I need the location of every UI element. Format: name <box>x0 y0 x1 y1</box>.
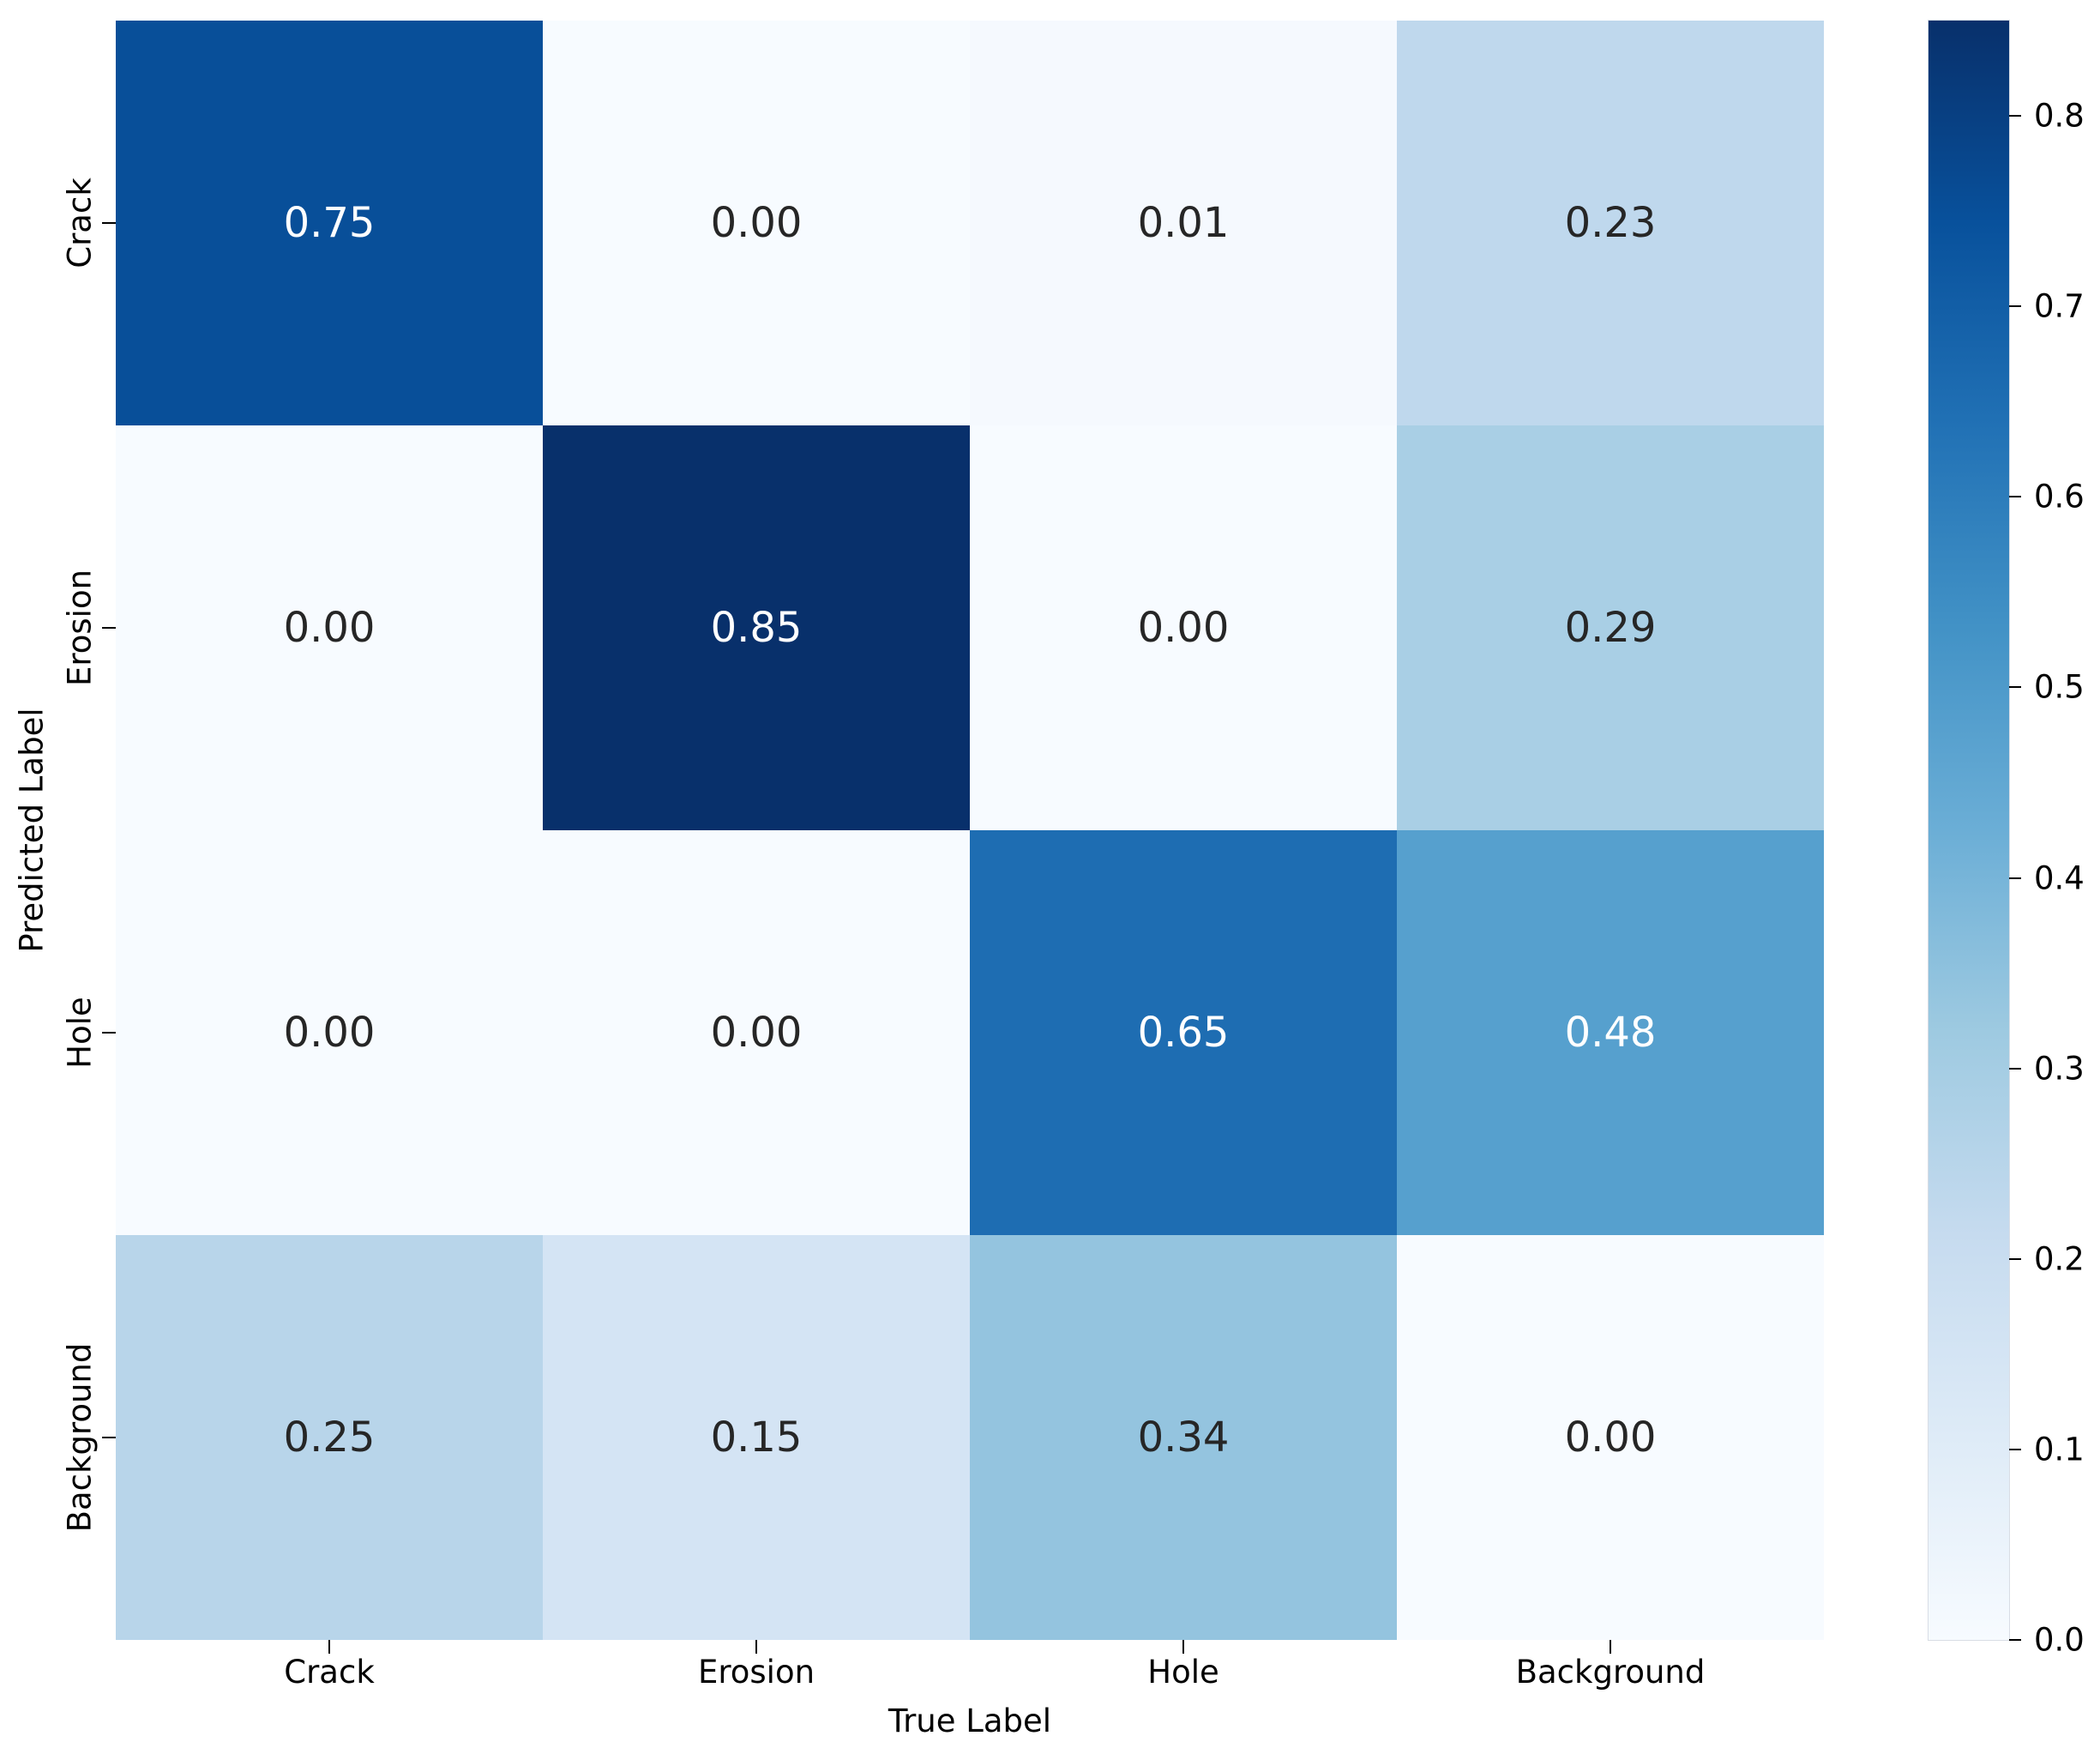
x-tick-mark <box>1610 1640 1611 1654</box>
heatmap-cell-hole-hole: 0.65 <box>970 830 1397 1235</box>
cell-value: 0.65 <box>1137 1009 1230 1057</box>
y-tick-mark <box>102 627 116 629</box>
y-tick-label-hole: Hole <box>61 997 99 1069</box>
heatmap-cell-hole-background: 0.48 <box>1397 830 1824 1235</box>
y-tick-label-background: Background <box>61 1342 99 1533</box>
heatmap-cell-background-crack: 0.25 <box>116 1235 543 1640</box>
cell-value: 0.00 <box>1137 604 1230 652</box>
colorbar-tick-label-0.2: 0.2 <box>2034 1240 2085 1278</box>
cell-value: 0.00 <box>1564 1413 1657 1462</box>
colorbar-tick-mark <box>2009 305 2021 308</box>
colorbar-tick-label-0.0: 0.0 <box>2034 1621 2085 1659</box>
y-tick-label-crack: Crack <box>61 178 99 268</box>
cell-value: 0.75 <box>283 199 376 247</box>
x-tick-mark <box>1182 1640 1184 1654</box>
colorbar-tick-mark <box>2009 1067 2021 1070</box>
colorbar-tick-mark <box>2009 1257 2021 1260</box>
heatmap-cell-erosion-hole: 0.00 <box>970 425 1397 830</box>
cell-value: 0.15 <box>710 1413 803 1462</box>
colorbar-tick-mark <box>2009 877 2021 879</box>
x-tick-label-crack: Crack <box>284 1654 375 1691</box>
y-axis-label: Predicted Label <box>13 708 51 953</box>
heatmap-cell-erosion-background: 0.29 <box>1397 425 1824 830</box>
heatmap-cell-erosion-erosion: 0.85 <box>543 425 970 830</box>
x-axis-label: True Label <box>888 1703 1052 1739</box>
cell-value: 0.00 <box>710 199 803 247</box>
cell-value: 0.29 <box>1564 604 1657 652</box>
colorbar <box>1928 20 2010 1641</box>
heatmap-cell-crack-crack: 0.75 <box>116 21 543 425</box>
heatmap-cell-background-erosion: 0.15 <box>543 1235 970 1640</box>
x-tick-label-hole: Hole <box>1147 1654 1219 1691</box>
colorbar-tick-mark <box>2009 686 2021 689</box>
colorbar-tick-label-0.6: 0.6 <box>2034 478 2085 515</box>
colorbar-tick-label-0.5: 0.5 <box>2034 668 2085 706</box>
colorbar-tick-mark <box>2009 496 2021 498</box>
cell-value: 0.00 <box>283 1009 376 1057</box>
x-tick-mark <box>755 1640 757 1654</box>
cell-value: 0.48 <box>1564 1009 1657 1057</box>
colorbar-tick-label-0.8: 0.8 <box>2034 97 2085 135</box>
heatmap-cell-crack-hole: 0.01 <box>970 21 1397 425</box>
y-tick-mark <box>102 1032 116 1034</box>
heatmap-cell-crack-background: 0.23 <box>1397 21 1824 425</box>
colorbar-tick-label-0.4: 0.4 <box>2034 859 2085 897</box>
heatmap-cell-erosion-crack: 0.00 <box>116 425 543 830</box>
cell-value: 0.25 <box>283 1413 376 1462</box>
colorbar-tick-label-0.1: 0.1 <box>2034 1431 2085 1468</box>
cell-value: 0.85 <box>710 604 803 652</box>
colorbar-tick-mark <box>2009 115 2021 118</box>
cell-value: 0.23 <box>1564 199 1657 247</box>
colorbar-tick-label-0.3: 0.3 <box>2034 1050 2085 1088</box>
x-tick-label-erosion: Erosion <box>697 1654 815 1691</box>
colorbar-tick-mark <box>2009 1639 2021 1641</box>
heatmap-cell-background-background: 0.00 <box>1397 1235 1824 1640</box>
y-tick-mark <box>102 1437 116 1438</box>
cell-value: 0.00 <box>710 1009 803 1057</box>
heatmap-cell-hole-erosion: 0.00 <box>543 830 970 1235</box>
heatmap-grid: 0.75 0.00 0.01 0.23 0.00 0.85 0.00 0.29 0.00 0.00… <box>116 21 1824 1640</box>
x-tick-mark <box>328 1640 330 1654</box>
heatmap-cell-hole-crack: 0.00 <box>116 830 543 1235</box>
y-tick-mark <box>102 222 116 224</box>
colorbar-tick-label-0.7: 0.7 <box>2034 287 2085 325</box>
cell-value: 0.00 <box>283 604 376 652</box>
heatmap-cell-background-hole: 0.34 <box>970 1235 1397 1640</box>
cell-value: 0.01 <box>1137 199 1230 247</box>
heatmap-cell-crack-erosion: 0.00 <box>543 21 970 425</box>
x-tick-label-background: Background <box>1515 1654 1706 1691</box>
cell-value: 0.34 <box>1137 1413 1230 1462</box>
y-tick-label-erosion: Erosion <box>61 569 99 687</box>
colorbar-tick-mark <box>2009 1448 2021 1450</box>
